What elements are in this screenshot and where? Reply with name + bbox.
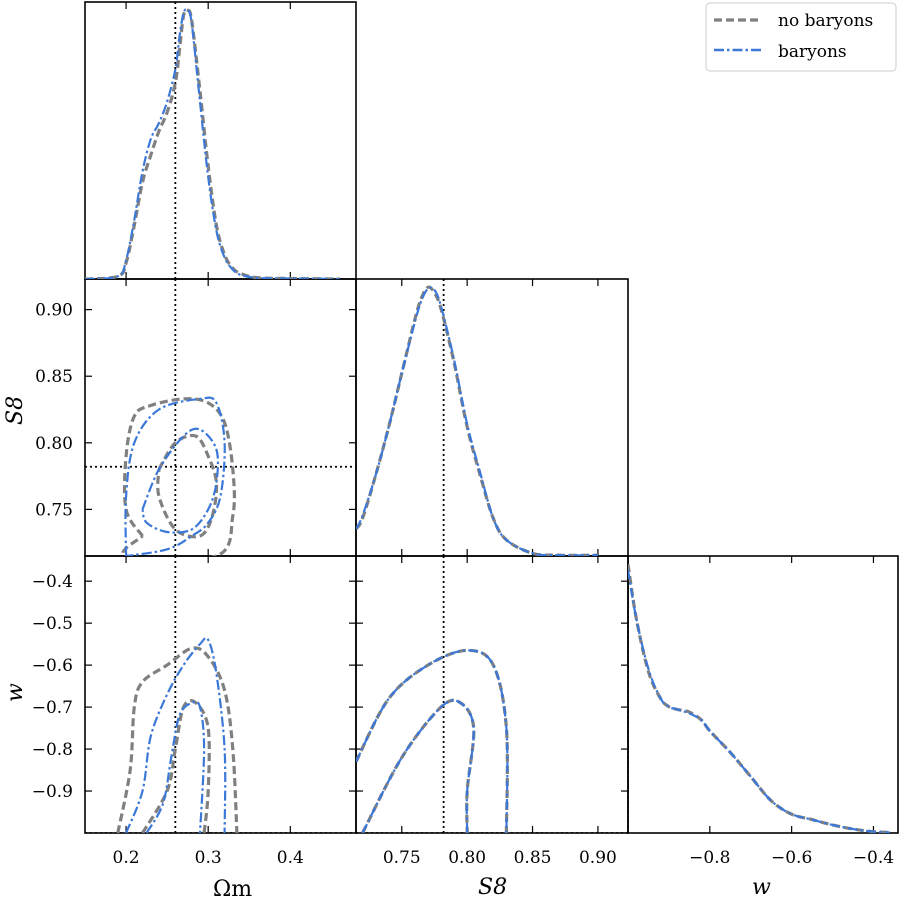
ytick-label-1-0: 0.75 bbox=[35, 500, 73, 520]
contour-contours_s8_vs_omega_m-outer-1 bbox=[124, 396, 226, 556]
ytick-label-2-1: −0.8 bbox=[32, 740, 73, 760]
xtick-label-2-1: −0.6 bbox=[771, 848, 812, 868]
contour-contours_w_vs_s8-inner-1 bbox=[361, 699, 475, 833]
panel-1-1 bbox=[355, 278, 629, 557]
xtick-label-0-0: 0.2 bbox=[113, 848, 140, 868]
axis-label-s8-bottom: S8 bbox=[478, 875, 507, 900]
contour-contours_w_vs_s8-outer-1 bbox=[356, 649, 509, 833]
contour-contours_s8_vs_omega_m-outer-0 bbox=[121, 397, 236, 556]
ytick-label-2-5: −0.4 bbox=[32, 572, 73, 592]
axis-label-s8-left: S8 bbox=[3, 396, 28, 425]
ytick-label-2-4: −0.5 bbox=[32, 614, 73, 634]
axis-label-w-bottom: w bbox=[752, 875, 771, 900]
axis-label-omega-m: Ωm bbox=[213, 877, 252, 902]
contour-contours_w_vs_s8-outer-0 bbox=[356, 648, 509, 833]
marginal-w-1 bbox=[628, 569, 890, 833]
xtick-label-0-1: 0.3 bbox=[195, 848, 222, 868]
contour-contours_w_vs_omega_m-outer-1 bbox=[125, 636, 227, 833]
contour-contours_s8_vs_omega_m-inner-0 bbox=[156, 433, 219, 539]
xtick-label-1-0: 0.75 bbox=[383, 848, 421, 868]
xtick-label-2-0: −0.8 bbox=[689, 848, 730, 868]
ytick-label-1-1: 0.80 bbox=[35, 434, 73, 454]
xtick-label-0-2: 0.4 bbox=[277, 848, 304, 868]
axis-label-w-left: w bbox=[3, 683, 28, 702]
legend-label-no-baryons: no baryons bbox=[778, 11, 873, 31]
marginal-s8-0 bbox=[356, 285, 598, 556]
ytick-label-2-3: −0.6 bbox=[32, 656, 73, 676]
ytick-label-2-2: −0.7 bbox=[32, 698, 73, 718]
ytick-label-2-0: −0.9 bbox=[32, 782, 73, 802]
contour-contours_s8_vs_omega_m-inner-1 bbox=[141, 427, 220, 534]
marginal-omega_m-1 bbox=[85, 8, 340, 279]
contour-contours_w_vs_omega_m-inner-0 bbox=[141, 699, 211, 833]
panel-2-1 bbox=[355, 555, 629, 834]
legend-label-baryons: baryons bbox=[778, 42, 847, 62]
axis-label-omega-m-text: Ωm bbox=[213, 877, 252, 902]
panel-2-2 bbox=[627, 555, 899, 834]
xtick-label-1-3: 0.90 bbox=[579, 848, 617, 868]
xtick-label-2-2: −0.4 bbox=[853, 848, 894, 868]
xtick-label-1-2: 0.85 bbox=[514, 848, 552, 868]
ytick-label-1-3: 0.90 bbox=[35, 301, 73, 321]
marginal-w-0 bbox=[628, 564, 890, 833]
legend: no baryons baryons bbox=[705, 2, 897, 72]
contour-contours_w_vs_omega_m-inner-1 bbox=[145, 700, 206, 833]
xtick-label-1-1: 0.80 bbox=[448, 848, 486, 868]
marginal-s8-1 bbox=[356, 286, 598, 556]
marginal-omega_m-0 bbox=[85, 8, 340, 279]
contour-contours_w_vs_s8-inner-0 bbox=[361, 698, 476, 833]
ytick-label-1-2: 0.85 bbox=[35, 367, 73, 387]
